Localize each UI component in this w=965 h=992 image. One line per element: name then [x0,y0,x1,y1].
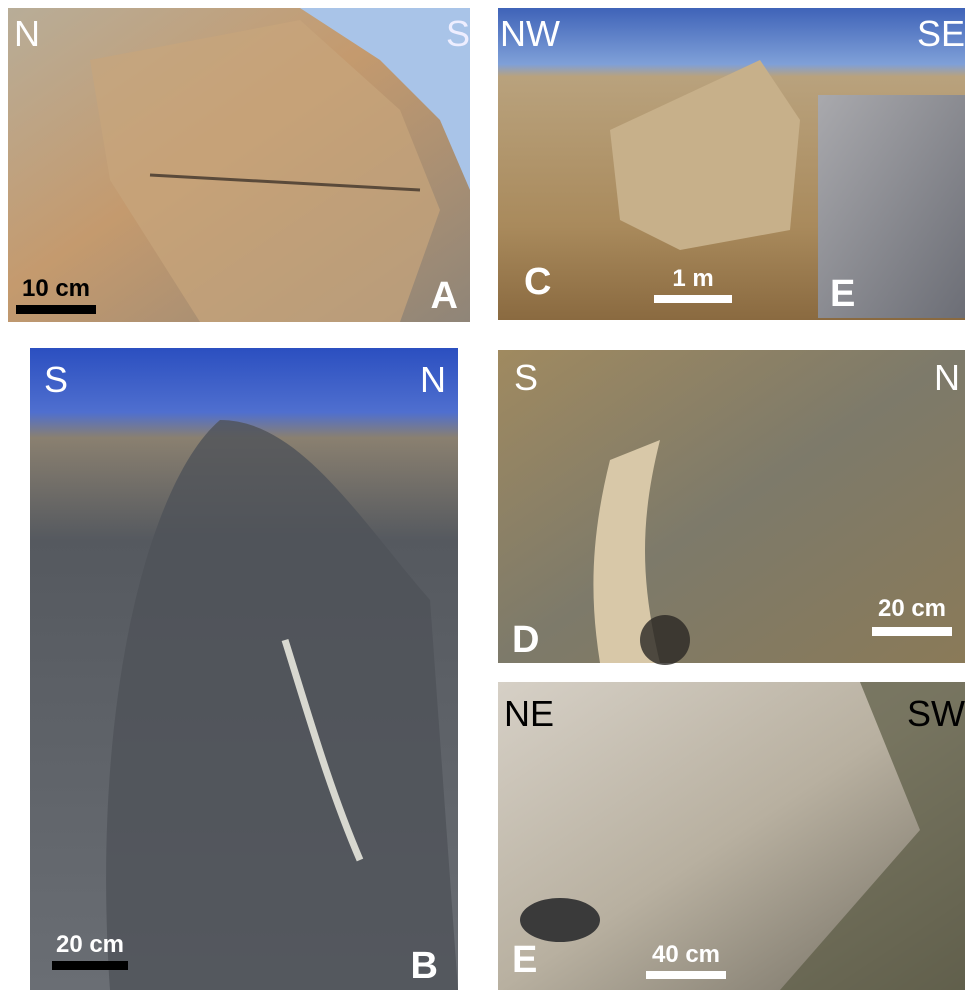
panel-b: S N 20 cm B [30,348,459,990]
inset-photo [818,95,965,318]
shadow [640,615,690,665]
direction-label: S [446,13,470,54]
scale-label: 1 m [672,265,713,292]
dark-rock [520,898,600,942]
panel-c: NW SE 1 m C E [498,8,965,320]
vein [593,440,660,663]
scale-label: 10 cm [22,275,90,302]
photo [498,350,965,663]
scale-label: 20 cm [56,931,124,958]
panel-label: D [512,619,539,661]
direction-label: NW [500,13,560,54]
direction-label: SE [917,13,965,54]
panel-label: A [431,275,458,317]
vegetation [780,682,965,990]
direction-label: N [934,357,960,398]
inset-label: E [830,273,855,315]
direction-label: N [420,359,446,400]
scale-bar [52,961,128,970]
panel-label: C [524,261,551,303]
rock [90,20,440,322]
fold [106,420,459,990]
scale-bar [16,305,96,314]
panel-a: N S 10 cm A [8,8,470,322]
vein [281,638,364,862]
direction-label: SW [907,693,965,734]
panel-d: S N 20 cm D [498,350,965,665]
scale-bar [646,971,726,979]
panel-e: NE SW 40 cm E [498,682,965,990]
sky [300,8,470,190]
direction-label: N [14,13,40,54]
direction-label: NE [504,693,554,734]
scale-bar [654,295,732,303]
rock [610,60,800,250]
panel-label: E [512,939,537,981]
scale-bar [872,627,952,636]
joint [149,173,421,192]
scale-label: 40 cm [652,941,720,968]
panel-label: B [411,945,438,987]
scale-label: 20 cm [878,595,946,622]
direction-label: S [44,359,68,400]
direction-label: S [514,357,538,398]
